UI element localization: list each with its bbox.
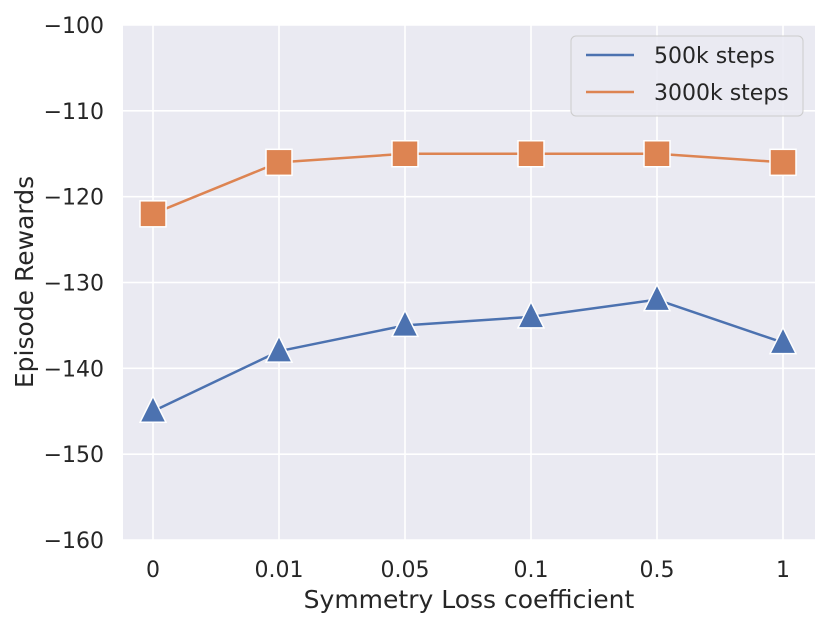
y-tick-label: −140 bbox=[44, 357, 104, 382]
data-point-triangle bbox=[264, 334, 294, 363]
data-point-triangle bbox=[390, 308, 420, 338]
data-point-square bbox=[643, 140, 671, 168]
x-tick-label: 0 bbox=[146, 558, 160, 583]
legend: 500k steps 3000k steps bbox=[570, 35, 804, 117]
series-layer bbox=[138, 140, 798, 423]
y-tick-label: −150 bbox=[44, 443, 104, 468]
y-tick-label: −110 bbox=[44, 100, 104, 125]
grid-x bbox=[152, 25, 784, 540]
y-tick-label: −130 bbox=[44, 272, 104, 297]
data-point-square bbox=[769, 148, 797, 177]
x-tick-label: 0.1 bbox=[514, 558, 549, 583]
y-tick-label: −160 bbox=[44, 529, 104, 554]
data-point-square bbox=[391, 140, 419, 168]
y-tick-label: −100 bbox=[44, 14, 104, 39]
data-point-square bbox=[265, 148, 293, 177]
x-tick-labels: 0 0.01 0.05 0.1 0.5 1 bbox=[146, 558, 790, 583]
x-tick-label: 0.01 bbox=[255, 558, 304, 583]
series-line-0 bbox=[152, 298, 784, 413]
data-point-square bbox=[517, 140, 545, 168]
x-axis-title: Symmetry Loss coefficient bbox=[304, 585, 635, 614]
data-point-triangle bbox=[768, 325, 798, 355]
legend-label-500k: 500k steps bbox=[654, 44, 775, 69]
data-point-square bbox=[139, 200, 167, 228]
data-point-triangle bbox=[138, 394, 168, 423]
y-axis-title: Episode Rewards bbox=[10, 176, 39, 388]
x-tick-label: 0.5 bbox=[640, 558, 675, 583]
data-point-triangle bbox=[642, 282, 672, 312]
x-tick-label: 0.05 bbox=[381, 558, 430, 583]
legend-label-3000k: 3000k steps bbox=[654, 81, 789, 106]
y-tick-labels: −160 −150 −140 −130 −120 −110 −100 bbox=[44, 14, 104, 554]
series-line-1 bbox=[152, 152, 784, 215]
x-tick-label: 1 bbox=[776, 558, 790, 583]
data-point-triangle bbox=[516, 300, 546, 329]
y-tick-label: −120 bbox=[44, 186, 104, 211]
